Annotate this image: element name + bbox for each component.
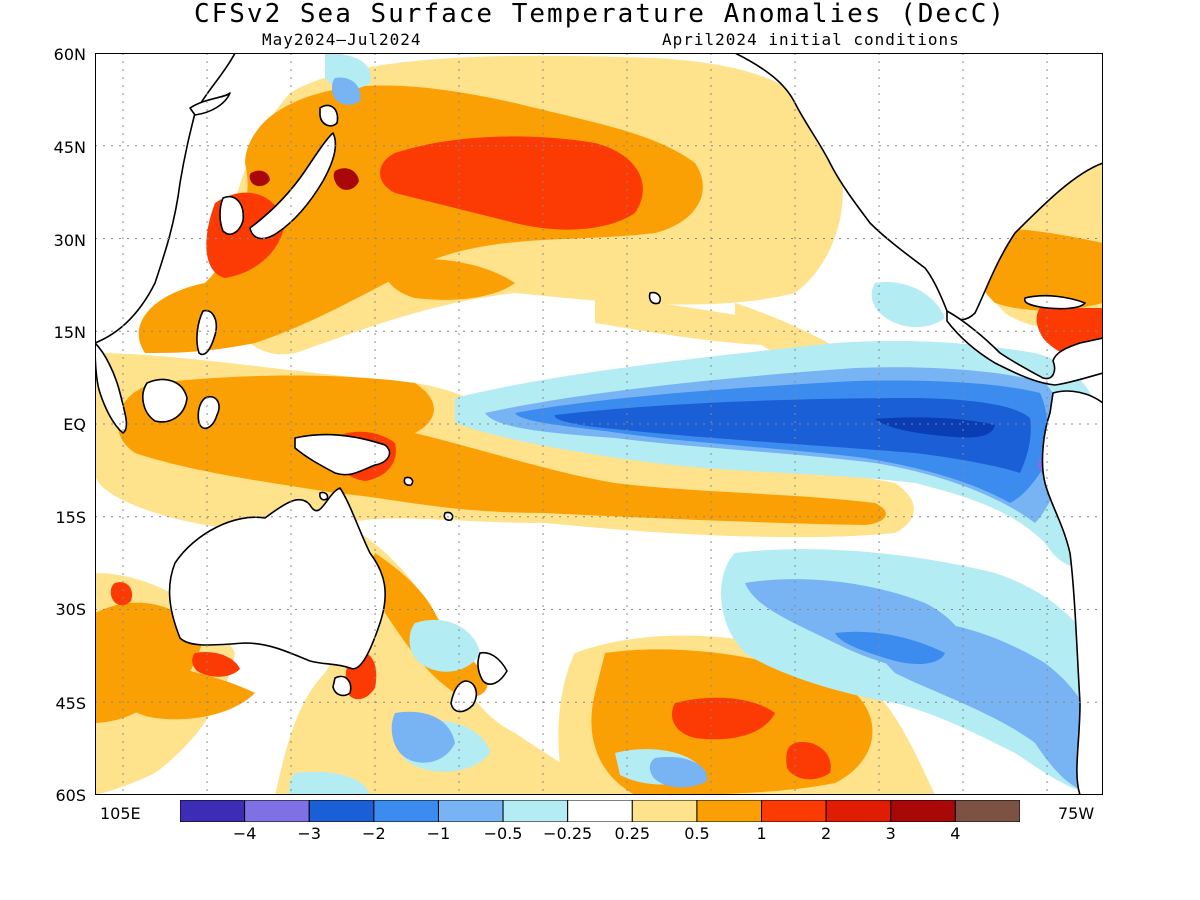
initial-conditions: April2024 initial conditions — [662, 30, 960, 49]
legend-tick-label: 1 — [756, 824, 767, 843]
sst-anomaly-map — [95, 53, 1103, 795]
legend-swatch — [825, 800, 892, 822]
legend-swatch — [567, 800, 633, 822]
lat-label-45n: 45N — [53, 138, 86, 157]
legend-tick-label: 0.25 — [614, 824, 651, 843]
lat-label-15s: 15S — [55, 508, 86, 527]
legend-swatch — [180, 800, 246, 822]
legend-swatch — [437, 800, 504, 822]
lat-label-30s: 30S — [55, 600, 86, 619]
legend-tick-label: −2 — [362, 824, 386, 843]
lat-label-60s: 60S — [55, 786, 86, 805]
legend-swatch — [373, 800, 439, 822]
legend-swatch — [244, 800, 310, 822]
legend-tick-label: −3 — [297, 824, 322, 843]
legend-tick-label: 3 — [885, 824, 896, 843]
legend-swatch — [761, 800, 827, 822]
legend-swatch — [696, 800, 763, 822]
lat-label-30n: 30N — [53, 231, 86, 250]
anomaly-warm-3 — [249, 168, 359, 190]
forecast-period: May2024—Jul2024 — [262, 30, 422, 49]
lat-label-60n: 60N — [53, 45, 86, 64]
anomaly-cool-2 — [554, 398, 1031, 473]
legend-tick-label: −1 — [426, 824, 451, 843]
anomaly-cool-3 — [875, 417, 995, 438]
lat-label-45s: 45S — [55, 694, 86, 713]
lat-label-eq: EQ — [63, 415, 86, 434]
lon-label-left: 105E — [100, 804, 141, 823]
legend-tick-label: 0.5 — [684, 824, 710, 843]
map-frame — [95, 53, 1103, 795]
map-gridlines — [95, 53, 1103, 795]
coastlines — [95, 53, 1103, 795]
legend-tick-label: −0.25 — [543, 824, 593, 843]
legend-tick-label: 4 — [950, 824, 961, 843]
legend-swatch — [631, 800, 698, 822]
legend-swatch — [890, 800, 956, 822]
legend-swatch — [308, 800, 375, 822]
lat-label-15n: 15N — [53, 323, 86, 342]
legend-tick-label: −0.5 — [483, 824, 523, 843]
legend-tick-label: 2 — [821, 824, 832, 843]
lon-label-right: 75W — [1058, 804, 1095, 823]
legend-swatch — [954, 800, 1020, 822]
legend-tick-label: −4 — [232, 824, 257, 843]
color-legend — [180, 800, 1020, 822]
map-title: CFSv2 Sea Surface Temperature Anomalies … — [193, 0, 1007, 29]
legend-swatch — [502, 800, 569, 822]
